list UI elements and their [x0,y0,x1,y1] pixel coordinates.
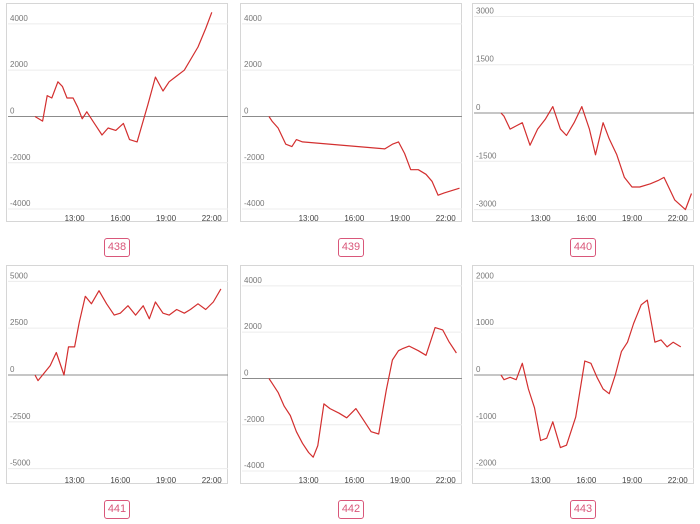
x-tick-label: 13:00 [531,214,552,223]
y-tick-label: 4000 [244,276,262,285]
chart-id-badge[interactable]: 441 [104,500,130,519]
y-tick-label: -2500 [10,412,31,421]
x-tick-label: 22:00 [668,214,689,223]
x-tick-label: 16:00 [344,214,365,223]
x-tick-label: 16:00 [576,214,597,223]
y-tick-label: -3000 [476,200,497,209]
y-tick-label: -2000 [244,153,265,162]
y-tick-label: 0 [476,365,481,374]
y-tick-label: 2500 [10,318,28,327]
chart-panel-441: -5000 -2500 0 2500 5000 13:00 16:00 19:00 22:00 [6,265,228,485]
chart-panel-439: -4000 -2000 0 2000 4000 13:00 16:00 19:00 22:00 [240,3,462,223]
y-tick-label: -5000 [10,459,31,468]
x-tick-label: 19:00 [390,214,411,223]
y-tick-label: 0 [10,365,15,374]
x-tick-label: 13:00 [299,214,320,223]
chart-panel-438: -4000 -2000 0 2000 4000 13:00 16:00 19:00 22:00 [6,3,228,223]
chart-svg: -4000 -2000 0 2000 4000 13:00 16:00 19:00 22:00 [242,276,462,485]
x-tick-label: 13:00 [299,476,320,485]
y-tick-label: -2000 [244,415,265,424]
chart-svg: -4000 -2000 0 2000 4000 13:00 16:00 19:00 22:00 [8,12,228,223]
y-tick-label: -2000 [10,153,31,162]
y-tick-label: -1500 [476,151,497,160]
chart-id-badge[interactable]: 443 [570,500,596,519]
chart-svg: -3000 -1500 0 1500 3000 13:00 16:00 19:00 22:00 [474,6,694,223]
series-line [500,299,682,449]
y-tick-label: -4000 [10,199,31,208]
y-tick-label: -4000 [244,461,265,470]
y-tick-label: 1500 [476,55,494,64]
x-tick-label: 19:00 [390,476,411,485]
x-tick-label: 22:00 [202,476,223,485]
x-tick-label: 22:00 [668,476,689,485]
chart-svg: -5000 -2500 0 2500 5000 13:00 16:00 19:00 22:00 [8,271,228,485]
x-tick-label: 22:00 [436,214,457,223]
x-tick-label: 22:00 [436,476,457,485]
y-tick-label: 0 [476,103,481,112]
y-tick-label: 0 [10,106,15,115]
x-tick-label: 13:00 [531,476,552,485]
y-tick-label: 0 [244,106,249,115]
y-tick-label: 2000 [10,60,28,69]
chart-id-badge[interactable]: 438 [104,238,130,257]
chart-svg: -4000 -2000 0 2000 4000 13:00 16:00 19:00 22:00 [242,14,462,223]
y-tick-label: 2000 [244,322,262,331]
y-tick-label: 0 [244,368,249,377]
x-tick-label: 19:00 [622,214,643,223]
chart-id-badge[interactable]: 439 [338,238,364,257]
x-tick-label: 19:00 [156,214,177,223]
x-tick-label: 19:00 [156,476,177,485]
x-tick-label: 13:00 [65,476,86,485]
x-tick-label: 13:00 [65,214,86,223]
y-tick-label: 2000 [244,60,262,69]
y-tick-label: 1000 [476,318,494,327]
y-tick-label: 3000 [476,6,494,15]
x-tick-label: 16:00 [344,476,365,485]
series-line [34,288,222,382]
y-tick-label: -4000 [244,199,265,208]
chart-panel-442: -4000 -2000 0 2000 4000 13:00 16:00 19:00 22:00 [240,265,462,485]
series-line [268,116,460,196]
x-tick-label: 16:00 [576,476,597,485]
y-tick-label: 4000 [244,14,262,23]
x-tick-label: 22:00 [202,214,223,223]
x-tick-label: 16:00 [110,214,131,223]
y-tick-label: 2000 [476,271,494,280]
chart-panel-440: -3000 -1500 0 1500 3000 13:00 16:00 19:00 22:00 [472,3,694,223]
chart-id-badge[interactable]: 440 [570,238,596,257]
series-line [34,12,213,143]
y-tick-label: 4000 [10,14,28,23]
chart-panel-443: -2000 -1000 0 1000 2000 13:00 16:00 19:00 22:00 [472,265,694,485]
y-tick-label: 5000 [10,271,28,280]
series-line [500,105,693,211]
chart-svg: -2000 -1000 0 1000 2000 13:00 16:00 19:00 22:00 [474,271,694,485]
y-tick-label: -2000 [476,459,497,468]
x-tick-label: 16:00 [110,476,131,485]
chart-id-badge[interactable]: 442 [338,500,364,519]
series-line [268,326,457,458]
x-tick-label: 19:00 [622,476,643,485]
y-tick-label: -1000 [476,412,497,421]
